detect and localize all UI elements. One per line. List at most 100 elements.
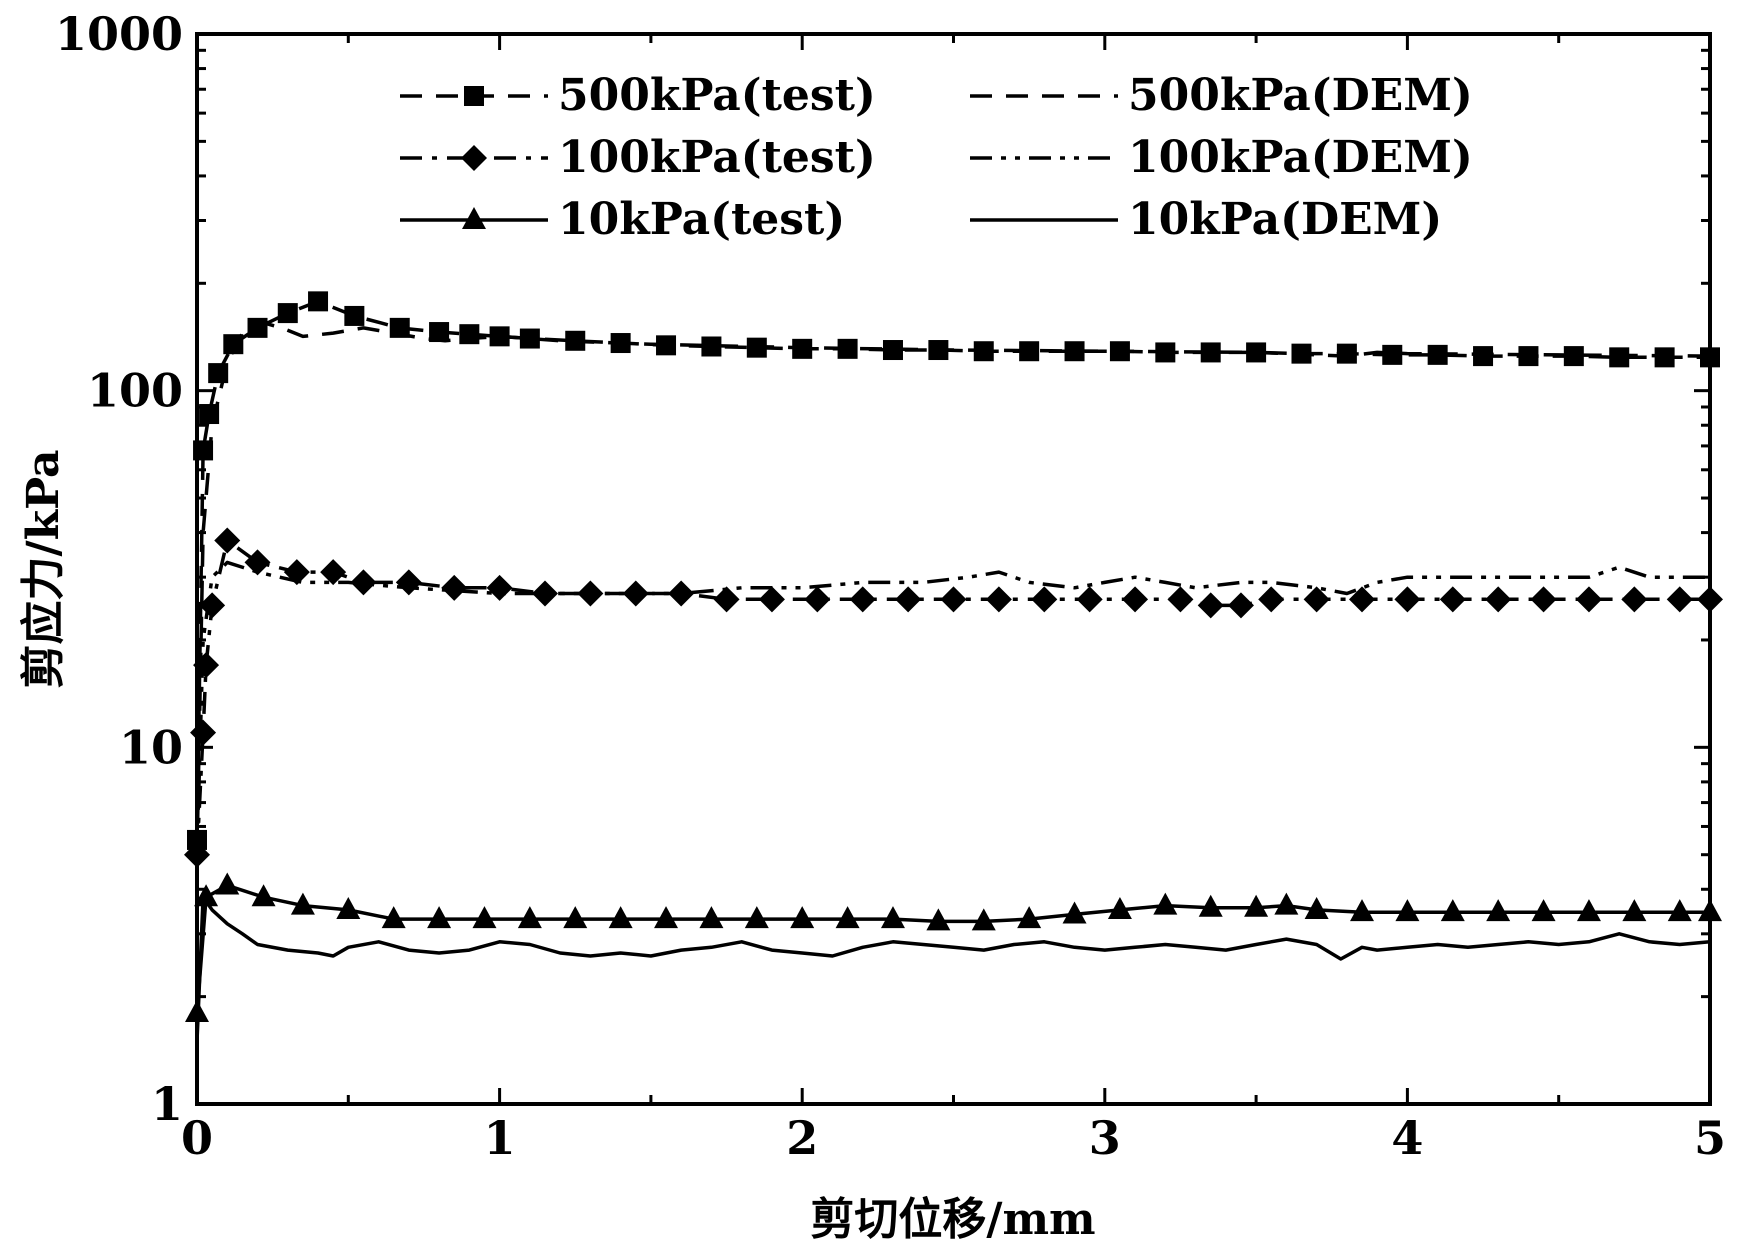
series-line: [195, 538, 1710, 855]
data-point: [1486, 899, 1511, 922]
data-point: [1200, 342, 1221, 363]
data-point: [1575, 586, 1602, 613]
data-point: [344, 305, 365, 326]
series-500kpa-test: [187, 291, 1720, 850]
data-point: [1167, 586, 1194, 613]
data-point: [804, 586, 831, 613]
data-point: [1019, 341, 1040, 362]
data-point: [184, 841, 210, 868]
data-point: [1382, 344, 1403, 365]
data-point: [350, 569, 377, 596]
data-point: [214, 527, 241, 554]
data-point: [517, 906, 542, 929]
data-point: [429, 322, 450, 343]
data-point: [489, 326, 510, 347]
data-point: [563, 906, 588, 929]
data-point: [1349, 586, 1376, 613]
data-point: [758, 586, 785, 613]
x-tick-label: 3: [1089, 1111, 1121, 1165]
series-10kpa-test: [185, 872, 1722, 1022]
legend-item: 500kPa(DEM): [970, 70, 1473, 121]
data-point: [1667, 899, 1692, 922]
x-axis-title: 剪切位移/mm: [810, 1194, 1095, 1245]
data-point: [1563, 346, 1584, 367]
series-line: [195, 299, 1710, 840]
data-point: [486, 574, 513, 601]
series-line: [195, 321, 1711, 855]
legend-label: 100kPa(DEM): [1128, 132, 1473, 183]
data-point: [459, 324, 480, 345]
data-point: [1485, 586, 1512, 613]
data-point: [1062, 901, 1087, 924]
data-point: [190, 719, 217, 746]
data-point: [1274, 892, 1299, 915]
data-point: [985, 586, 1012, 613]
data-point: [1530, 586, 1557, 613]
data-point: [971, 908, 996, 931]
data-point: [308, 291, 329, 312]
series-line: [195, 560, 1710, 855]
data-point: [882, 340, 903, 361]
data-point: [193, 652, 220, 679]
data-point: [472, 906, 497, 929]
data-point: [1017, 906, 1042, 929]
data-point: [1666, 586, 1693, 613]
data-point: [1440, 899, 1465, 922]
data-point: [1076, 586, 1103, 613]
data-point: [194, 884, 219, 907]
legend-label: 10kPa(test): [558, 194, 845, 245]
legend-item: 10kPa(DEM): [970, 194, 1442, 245]
data-point: [926, 908, 951, 931]
legend-marker: [464, 86, 484, 106]
data-point: [713, 586, 740, 613]
data-point: [1698, 899, 1722, 922]
series-line: [195, 883, 1710, 1014]
data-point: [290, 892, 315, 915]
data-point: [215, 872, 240, 895]
legend-label: 500kPa(DEM): [1128, 70, 1473, 121]
legend-item: 10kPa(test): [400, 194, 845, 245]
legend-item: 500kPa(test): [400, 70, 876, 121]
data-point: [1122, 586, 1149, 613]
data-point: [1107, 896, 1132, 919]
data-point: [1244, 894, 1269, 917]
x-tick-label: 0: [181, 1111, 213, 1165]
legend-marker: [462, 207, 486, 229]
y-axis-title: 剪应力/kPa: [18, 450, 69, 689]
legend-item: 100kPa(DEM): [970, 132, 1473, 183]
data-point: [608, 906, 633, 929]
plot-frame: [195, 32, 1712, 1106]
legend-item: 100kPa(test): [400, 132, 876, 183]
x-tick-label: 5: [1694, 1111, 1726, 1165]
data-point: [1394, 586, 1421, 613]
data-point: [519, 328, 540, 349]
data-point: [1531, 899, 1556, 922]
data-point: [837, 338, 858, 359]
series-10kpa-dem: [195, 895, 1711, 1042]
data-point: [701, 336, 722, 357]
data-point: [699, 906, 724, 929]
data-point: [1609, 347, 1630, 368]
data-point: [244, 549, 271, 576]
data-point: [320, 559, 347, 586]
series-100kpa-test: [184, 527, 1723, 868]
legend: 500kPa(test) 500kPa(DEM) 100kPa(test) 100kP…: [400, 70, 1473, 245]
data-point: [1439, 586, 1466, 613]
data-point: [1153, 892, 1178, 915]
data-point: [1350, 899, 1375, 922]
data-point: [895, 586, 922, 613]
series-500kpa-dem: [195, 321, 1711, 855]
data-point: [247, 317, 268, 338]
data-point: [790, 906, 815, 929]
data-point: [1697, 586, 1723, 613]
data-point: [1473, 346, 1494, 367]
series-layer: [184, 291, 1723, 1042]
data-point: [1198, 894, 1223, 917]
data-point: [880, 906, 905, 929]
legend-label: 10kPa(DEM): [1128, 194, 1442, 245]
series-line: [195, 895, 1711, 1042]
data-point: [1258, 586, 1285, 613]
legend-marker: [461, 145, 487, 171]
y-tick-label: 10: [119, 720, 183, 774]
